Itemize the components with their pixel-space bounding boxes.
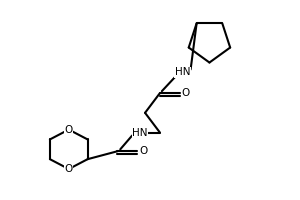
Text: O: O (182, 88, 190, 98)
Text: HN: HN (175, 67, 190, 77)
Text: O: O (64, 125, 73, 135)
Text: O: O (64, 164, 73, 174)
Text: HN: HN (132, 128, 148, 138)
Text: O: O (139, 146, 147, 156)
